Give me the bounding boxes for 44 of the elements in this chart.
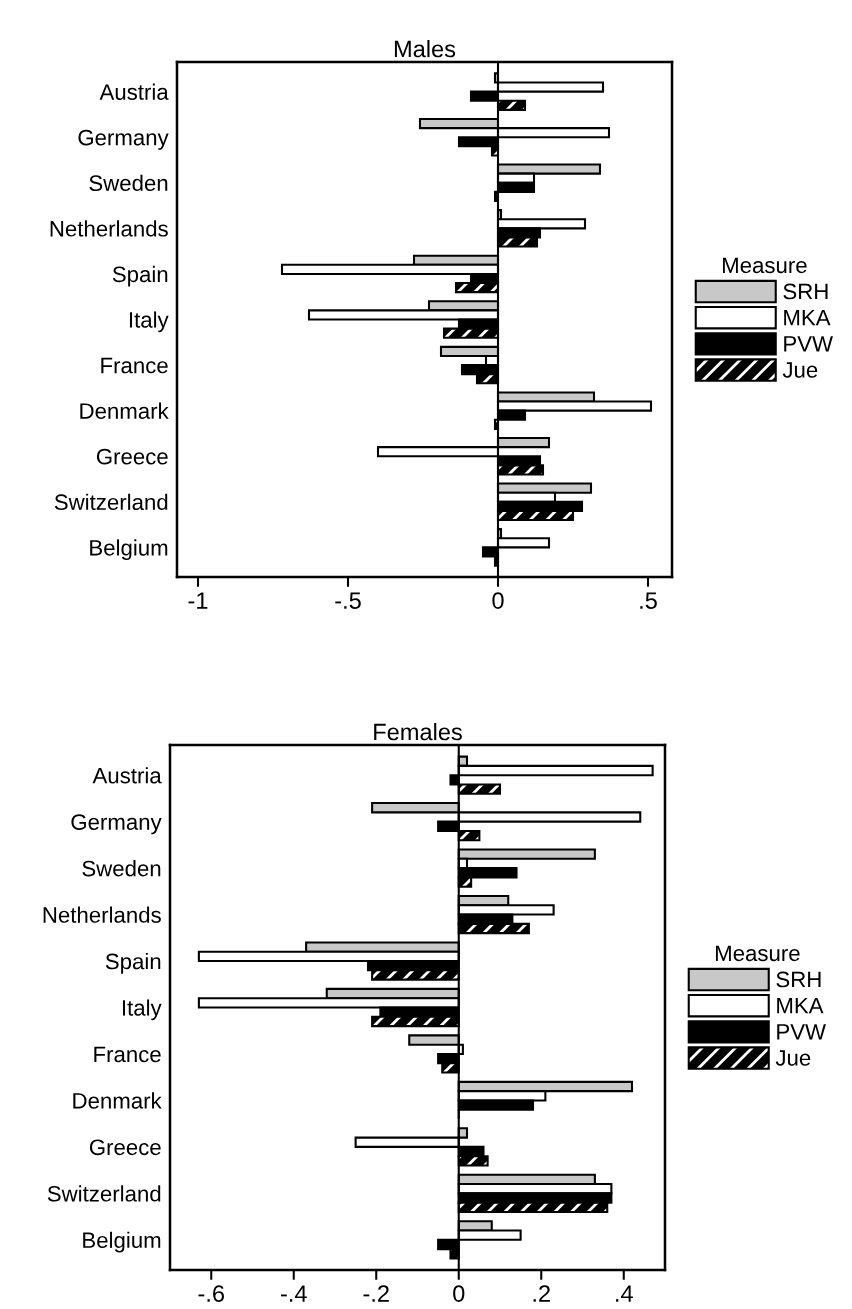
x-tick-label: .4 [616,1285,633,1302]
y-tick-label: Denmark [73,1092,162,1109]
y-tick-label: Austria [99,83,169,100]
y-tick-label: Spain [105,952,161,974]
legend-label: SRH [783,283,828,300]
legend-title: Measure [722,257,807,274]
x-tick-label: -.2 [363,1285,389,1302]
y-tick-label: Germany [71,814,162,835]
y-tick-label: Netherlands [43,906,161,923]
legend-label: SRH [776,971,821,988]
x-tick-label: 0 [453,1285,465,1302]
y-tick-label: Switzerland [47,1185,161,1202]
y-tick-label: Italy [122,999,162,1021]
x-tick-label: -.6 [198,1285,224,1302]
legend-label: Jue [775,1050,811,1066]
y-tick-label: France [101,357,168,374]
y-tick-label: Netherlands [50,220,168,237]
chart-title: Females [374,722,462,741]
y-tick-label: Greece [89,1139,161,1156]
y-tick-label: Italy [129,311,169,333]
legend-label: MKA [777,997,824,1014]
x-tick-label: 0 [492,592,504,609]
y-tick-label: Sweden [89,174,168,192]
y-tick-label: Switzerland [54,493,168,511]
y-tick-label: Sweden [82,860,161,877]
x-tick-label: -.4 [281,1285,307,1302]
legend-label: MKA [784,309,831,326]
y-tick-label: Denmark [80,402,169,419]
chart-title: Males [394,39,456,58]
legend-label: PVW [784,336,833,352]
x-tick-label: .2 [533,1285,550,1302]
y-tick-label: Spain [112,265,168,287]
y-tick-label: France [94,1046,161,1063]
legend-title: Measure [715,945,800,962]
legend-label: PVW [777,1024,826,1040]
y-tick-label: Austria [92,767,162,784]
y-tick-label: Greece [96,448,168,465]
y-tick-label: Belgium [83,1231,161,1253]
y-tick-label: Belgium [90,539,168,561]
x-tick-label: -1 [188,592,208,609]
x-tick-label: .5 [640,592,657,609]
x-tick-label: -.5 [335,592,361,609]
legend-label: Jue [782,362,818,378]
y-tick-label: Germany [78,129,169,150]
